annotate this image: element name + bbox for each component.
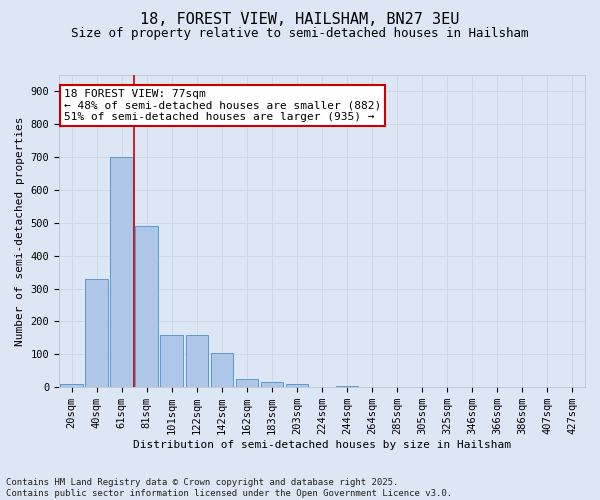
Bar [60,384,83,387]
Bar [185,334,208,387]
Text: Size of property relative to semi-detached houses in Hailsham: Size of property relative to semi-detach… [71,28,529,40]
Bar [110,157,133,387]
Bar [286,384,308,387]
Bar [336,386,358,387]
Bar [160,334,183,387]
Text: 18, FOREST VIEW, HAILSHAM, BN27 3EU: 18, FOREST VIEW, HAILSHAM, BN27 3EU [140,12,460,28]
Text: Contains HM Land Registry data © Crown copyright and database right 2025.
Contai: Contains HM Land Registry data © Crown c… [6,478,452,498]
Bar [211,352,233,387]
X-axis label: Distribution of semi-detached houses by size in Hailsham: Distribution of semi-detached houses by … [133,440,511,450]
Bar [85,279,108,387]
Bar [136,226,158,387]
Y-axis label: Number of semi-detached properties: Number of semi-detached properties [15,116,25,346]
Text: 18 FOREST VIEW: 77sqm
← 48% of semi-detached houses are smaller (882)
51% of sem: 18 FOREST VIEW: 77sqm ← 48% of semi-deta… [64,89,382,122]
Bar [236,379,258,387]
Bar [260,382,283,387]
